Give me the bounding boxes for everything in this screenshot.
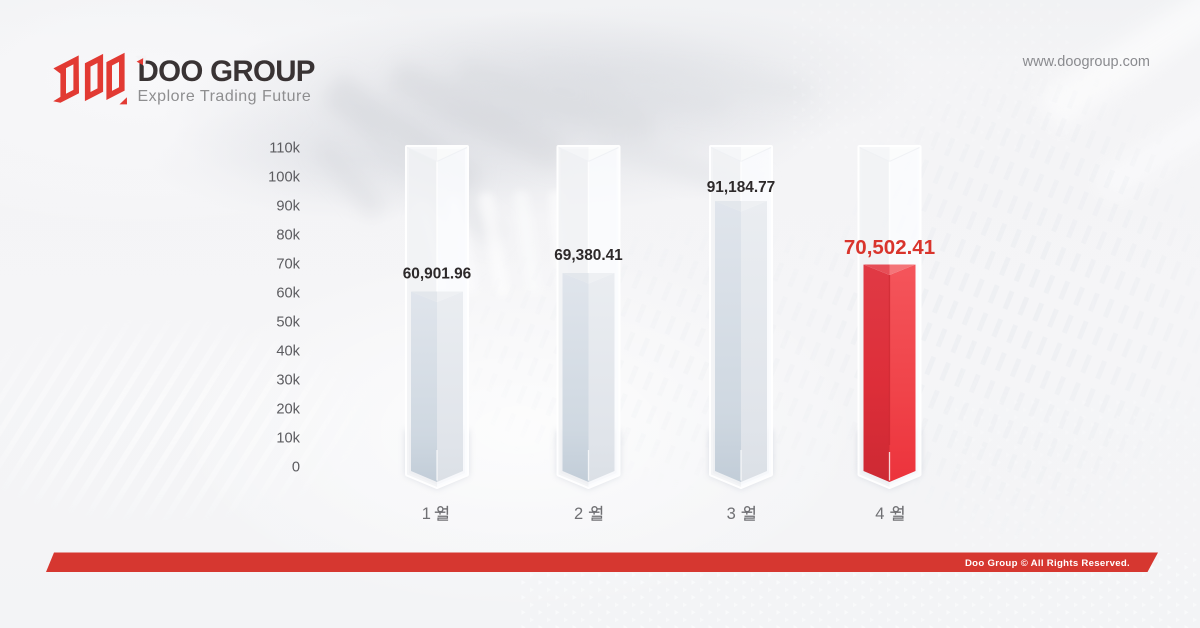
svg-text:www.doogroup.com: www.doogroup.com bbox=[1022, 54, 1150, 70]
svg-text:1: 1 bbox=[422, 505, 431, 523]
svg-text:Explore Trading Future: Explore Trading Future bbox=[138, 88, 312, 105]
svg-text:4: 4 bbox=[875, 505, 884, 523]
svg-text:30k: 30k bbox=[276, 373, 300, 389]
svg-text:110k: 110k bbox=[269, 141, 300, 157]
svg-text:90k: 90k bbox=[276, 199, 300, 215]
svg-text:50k: 50k bbox=[276, 315, 300, 331]
svg-text:69,380.41: 69,380.41 bbox=[554, 247, 623, 264]
svg-text:80k: 80k bbox=[276, 228, 300, 244]
svg-text:40k: 40k bbox=[276, 344, 300, 360]
svg-text:70,502.41: 70,502.41 bbox=[844, 236, 935, 259]
svg-text:0: 0 bbox=[292, 460, 300, 476]
svg-text:2: 2 bbox=[574, 505, 583, 523]
svg-text:20k: 20k bbox=[276, 402, 300, 418]
svg-text:10k: 10k bbox=[276, 431, 300, 447]
svg-text:60k: 60k bbox=[276, 286, 300, 302]
svg-text:70k: 70k bbox=[276, 257, 300, 273]
svg-text:Doo Group © All Rights Reserve: Doo Group © All Rights Reserved. bbox=[965, 558, 1130, 569]
svg-text:100k: 100k bbox=[268, 170, 301, 186]
svg-text:3: 3 bbox=[727, 505, 736, 523]
svg-text:91,184.77: 91,184.77 bbox=[707, 179, 775, 196]
svg-text:60,901.96: 60,901.96 bbox=[403, 266, 471, 283]
svg-text:DOO GROUP: DOO GROUP bbox=[138, 55, 315, 88]
